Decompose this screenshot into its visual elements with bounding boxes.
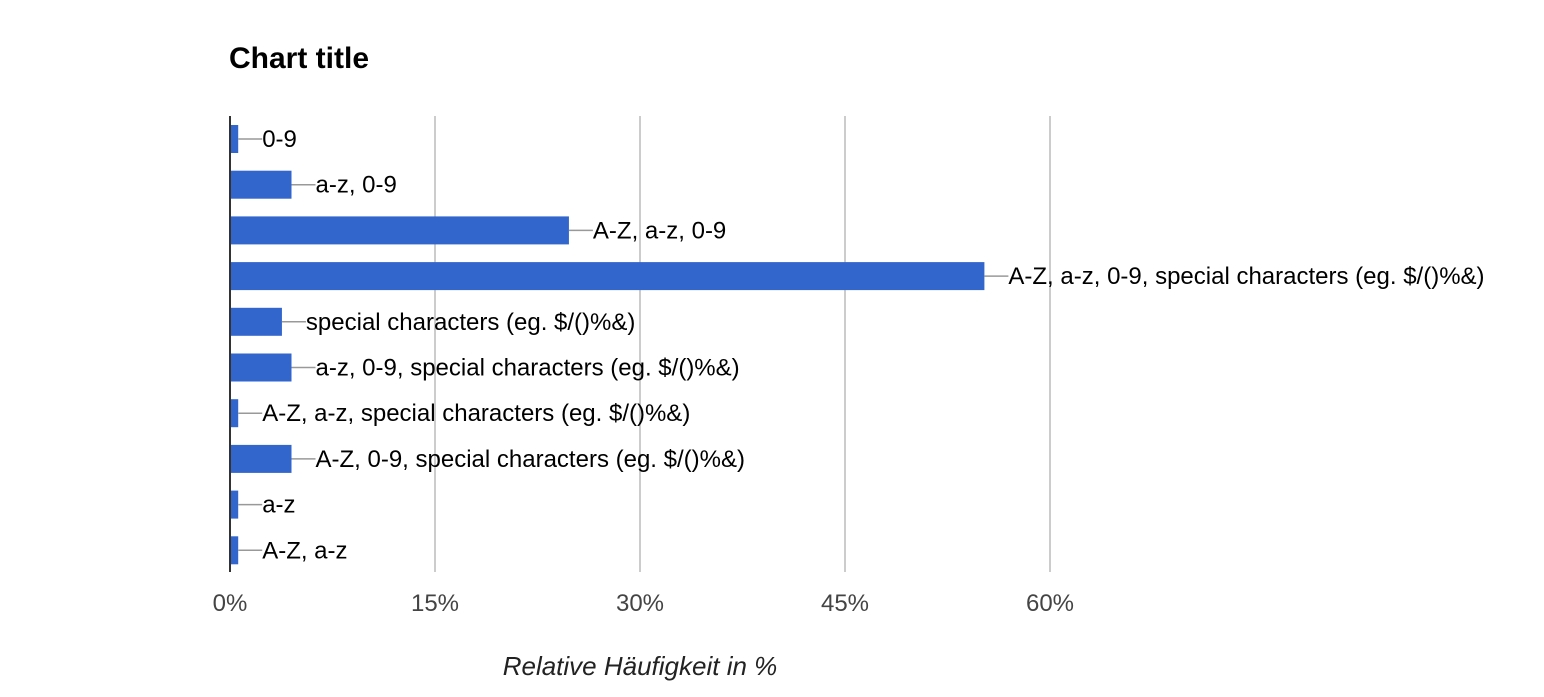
category-label: A-Z, a-z, 0-9, special characters (eg. $…: [1008, 263, 1484, 290]
bar: [230, 307, 282, 336]
x-tick-labels: 0% 15% 30% 45% 60%: [213, 590, 1074, 617]
category-label: special characters (eg. $/()%&): [306, 309, 635, 336]
chart-title: Chart title: [229, 42, 369, 75]
category-label: a-z, 0-9: [316, 172, 397, 199]
bar: [230, 125, 239, 153]
bar: [230, 399, 239, 428]
label-leader-lines: [238, 138, 1009, 552]
category-label: A-Z, a-z: [262, 537, 347, 564]
x-tick-label: 0%: [213, 590, 248, 617]
bar: [230, 490, 239, 519]
bar: [230, 170, 292, 199]
category-label: A-Z, 0-9, special characters (eg. $/()%&…: [316, 446, 745, 473]
bars: [230, 125, 985, 565]
bar: [230, 216, 569, 245]
bar: [230, 262, 985, 291]
x-tick-label: 45%: [821, 590, 869, 617]
x-tick-label: 60%: [1026, 590, 1074, 617]
category-label: 0-9: [262, 126, 297, 153]
category-label: a-z: [262, 492, 295, 519]
category-label: a-z, 0-9, special characters (eg. $/()%&…: [316, 355, 740, 382]
bar: [230, 353, 292, 382]
x-tick-label: 15%: [411, 590, 459, 617]
gridlines: [434, 116, 1051, 572]
category-label: A-Z, a-z, special characters (eg. $/()%&…: [262, 400, 690, 427]
category-labels: 0-9 a-z, 0-9 A-Z, a-z, 0-9 A-Z, a-z, 0-9, s…: [262, 126, 1484, 564]
x-axis-title: Relative Häufigkeit in %: [503, 651, 778, 681]
x-tick-label: 30%: [616, 590, 664, 617]
bar: [230, 444, 292, 473]
bar: [230, 536, 239, 565]
category-label: A-Z, a-z, 0-9: [593, 217, 726, 244]
